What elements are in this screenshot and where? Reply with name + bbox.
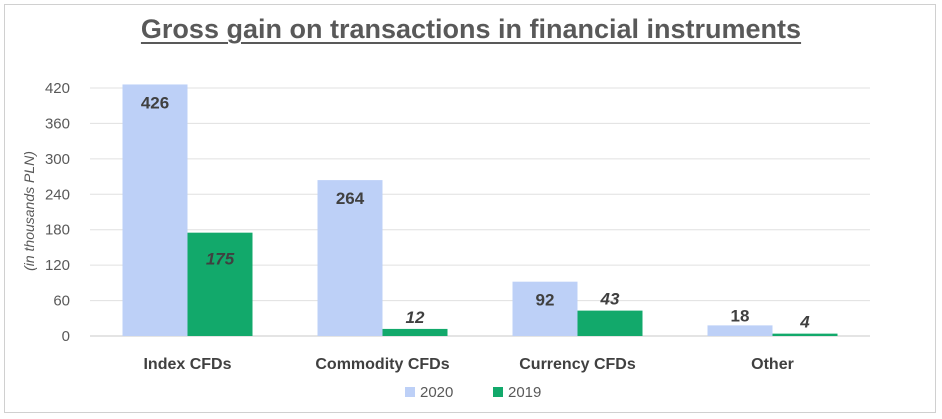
data-label: 12	[406, 308, 425, 327]
bar-2020-currency-cfds	[512, 281, 578, 336]
bar-2019-other	[772, 333, 838, 336]
y-tick-label: 120	[45, 257, 70, 274]
y-tick-label: 180	[45, 222, 70, 239]
data-labels: 426 175 264 12 92 43 18 4	[141, 93, 810, 331]
legend-label-2019: 2019	[508, 384, 541, 401]
y-tick-label: 420	[45, 80, 70, 97]
chart-title: Gross gain on transactions in financial …	[140, 14, 802, 44]
legend: 2020 2019	[405, 384, 541, 401]
bars	[122, 84, 838, 336]
bar-2019-index-cfds	[187, 232, 253, 336]
legend-label-2020: 2020	[420, 384, 453, 401]
category-label: Other	[751, 356, 794, 373]
category-label: Commodity CFDs	[315, 356, 449, 373]
y-tick-label: 0	[62, 328, 70, 345]
data-label: 426	[141, 93, 169, 112]
y-axis-label: (in thousands PLN)	[21, 151, 37, 271]
y-tick-label: 360	[45, 115, 70, 132]
bar-2020-commodity-cfds	[317, 180, 383, 336]
category-label: Currency CFDs	[519, 356, 636, 373]
data-label: 264	[336, 189, 365, 208]
bar-2019-currency-cfds	[577, 310, 643, 336]
y-tick-labels: 0 60 120 180 240 300 360 420	[45, 80, 70, 345]
data-label: 43	[600, 290, 620, 309]
legend-swatch-2020	[405, 387, 415, 397]
category-label: Index CFDs	[143, 356, 231, 373]
bar-2020-index-cfds	[122, 84, 188, 336]
data-label: 18	[731, 306, 750, 325]
category-labels: Index CFDs Commodity CFDs Currency CFDs Oth…	[143, 356, 793, 373]
y-tick-label: 300	[45, 151, 70, 168]
bar-2019-commodity-cfds	[382, 328, 448, 336]
y-tick-label: 240	[45, 186, 70, 203]
data-label: 4	[799, 313, 810, 332]
bar-2020-other	[707, 325, 773, 336]
legend-swatch-2019	[493, 387, 503, 397]
data-label: 92	[536, 291, 555, 310]
y-tick-label: 60	[53, 293, 70, 310]
data-label: 175	[206, 250, 235, 269]
